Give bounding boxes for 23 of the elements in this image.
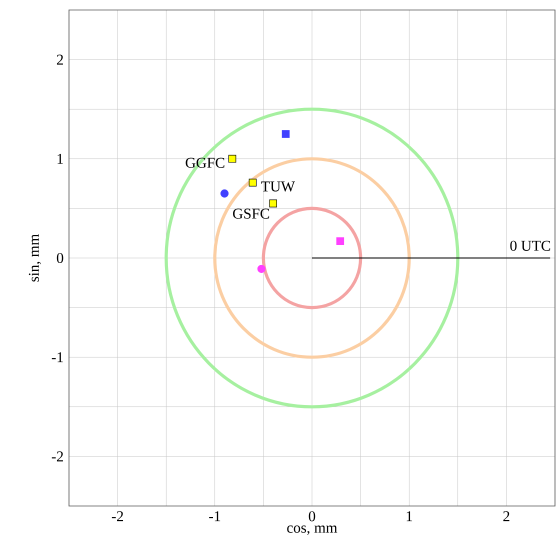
point xyxy=(336,237,344,246)
point xyxy=(248,178,257,186)
x-tick-label: 2 xyxy=(503,511,510,522)
x-tick-label: -1 xyxy=(209,511,220,522)
point xyxy=(228,154,236,163)
annotation: TUW xyxy=(261,182,295,192)
point xyxy=(257,264,266,273)
annotation: GSFC xyxy=(233,208,270,219)
annotation: 0 UTC xyxy=(510,240,550,251)
x-tick-label: 1 xyxy=(406,511,412,522)
point xyxy=(220,189,229,198)
x-axis-title: cos, mm xyxy=(287,526,338,535)
point xyxy=(282,130,290,138)
y-tick-label: 0 xyxy=(56,252,64,264)
y-tick-label: 1 xyxy=(58,154,63,164)
x-tick-label: 0 xyxy=(308,511,316,522)
point xyxy=(269,200,278,208)
y-tick-label: -1 xyxy=(52,352,63,362)
y-axis-title: sin, mm xyxy=(28,234,42,282)
y-tick-label: -2 xyxy=(52,451,63,462)
x-tick-label: -2 xyxy=(112,511,124,522)
y-tick-label: 2 xyxy=(56,54,63,65)
annotation: GGFC xyxy=(186,158,224,168)
